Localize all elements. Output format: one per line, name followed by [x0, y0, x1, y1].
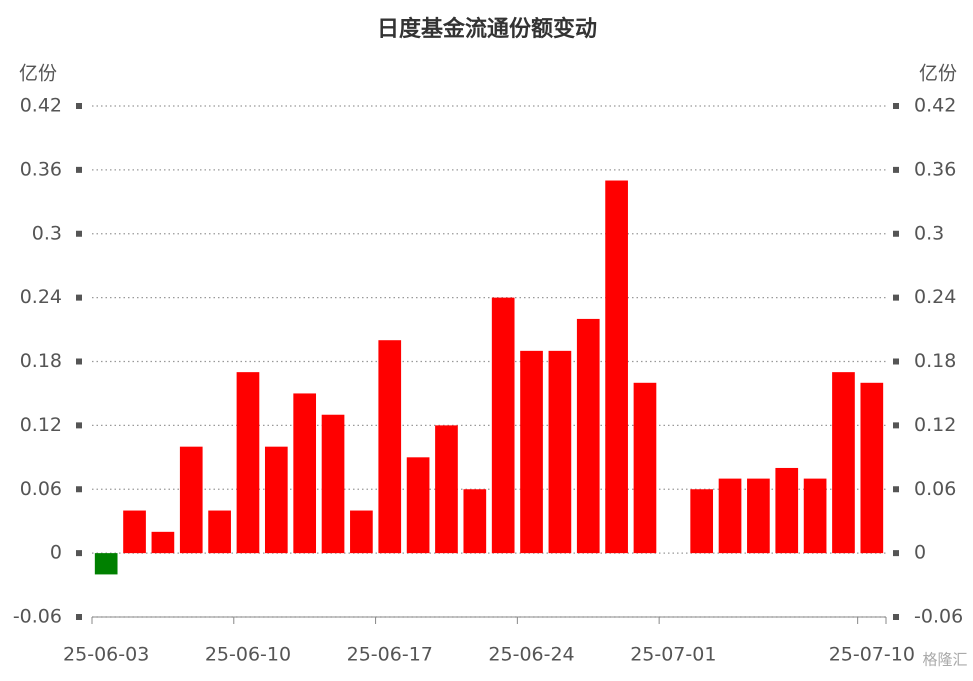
bar: [123, 510, 146, 554]
bar: [435, 425, 458, 554]
x-tick-label: 25-07-10: [829, 644, 915, 666]
bar: [378, 340, 402, 554]
bar: [321, 414, 345, 554]
y-axis-label: 亿份: [19, 63, 57, 85]
y-tick-label: -0.06: [13, 606, 62, 628]
y-tick-mark: [76, 103, 82, 109]
y-tick-mark: [76, 358, 82, 365]
bar: [236, 372, 260, 554]
y2-tick-label: 0.42: [914, 95, 956, 117]
bar: [151, 531, 175, 554]
bar: [832, 372, 855, 554]
bar: [350, 510, 373, 554]
y-tick-mark: [76, 294, 82, 301]
bar: [491, 297, 515, 554]
bar: [520, 350, 543, 554]
bar: [576, 318, 600, 554]
y-tick-label: 0.42: [20, 95, 62, 117]
y-tick-mark: [76, 422, 82, 429]
x-tick-label: 25-07-01: [630, 644, 716, 666]
y-tick-mark: [76, 166, 82, 173]
bar: [179, 446, 203, 554]
bar: [690, 489, 714, 554]
y-tick-label: 0.18: [20, 350, 62, 372]
bar: [747, 478, 770, 554]
y2-tick-mark: [893, 550, 899, 557]
y2-tick-label: -0.06: [914, 606, 963, 628]
bar: [208, 510, 231, 554]
y2-tick-label: 0.3: [914, 222, 944, 244]
bar: [293, 393, 317, 554]
y-tick-mark: [76, 550, 82, 557]
bar: [775, 467, 799, 554]
x-tick-label: 25-06-17: [347, 644, 433, 666]
bar: [633, 382, 657, 554]
bar: [605, 180, 628, 554]
watermark: 格隆汇: [922, 651, 967, 669]
y2-tick-mark: [893, 614, 899, 620]
y-tick-label: 0.36: [20, 158, 62, 180]
bar: [803, 478, 827, 554]
y2-tick-label: 0.36: [914, 158, 956, 180]
y2-tick-label: 0.18: [914, 350, 956, 372]
y2-tick-mark: [893, 103, 899, 109]
chart-title: 日度基金流通份额变动: [377, 16, 597, 42]
y2-tick-mark: [893, 166, 899, 173]
y2-axis-label: 亿份: [919, 63, 957, 85]
y2-tick-mark: [893, 294, 899, 301]
bar: [406, 457, 430, 554]
x-tick-label: 25-06-10: [205, 644, 291, 666]
bar: [860, 382, 884, 554]
y-tick-mark: [76, 614, 82, 620]
bar: [264, 446, 288, 554]
y2-tick-label: 0.24: [914, 286, 956, 308]
bar: [463, 489, 487, 554]
y-tick-label: 0.24: [20, 286, 62, 308]
y-tick-mark: [76, 486, 82, 493]
y-tick-label: 0: [50, 542, 62, 564]
y-tick-label: 0.3: [32, 222, 62, 244]
y2-tick-mark: [893, 358, 899, 365]
y-tick-label: 0.06: [20, 478, 62, 500]
bar: [94, 553, 118, 575]
y2-tick-label: 0: [914, 542, 926, 564]
x-tick-label: 25-06-03: [63, 644, 149, 666]
y2-tick-mark: [893, 422, 899, 429]
y-tick-label: 0.12: [20, 414, 62, 436]
y-tick-mark: [76, 230, 82, 237]
y2-tick-label: 0.06: [914, 478, 956, 500]
y2-tick-mark: [893, 486, 899, 493]
y2-tick-label: 0.12: [914, 414, 956, 436]
bar: [718, 478, 742, 554]
bar: [548, 350, 572, 554]
x-tick-label: 25-06-24: [488, 644, 574, 666]
y2-tick-mark: [893, 230, 899, 237]
